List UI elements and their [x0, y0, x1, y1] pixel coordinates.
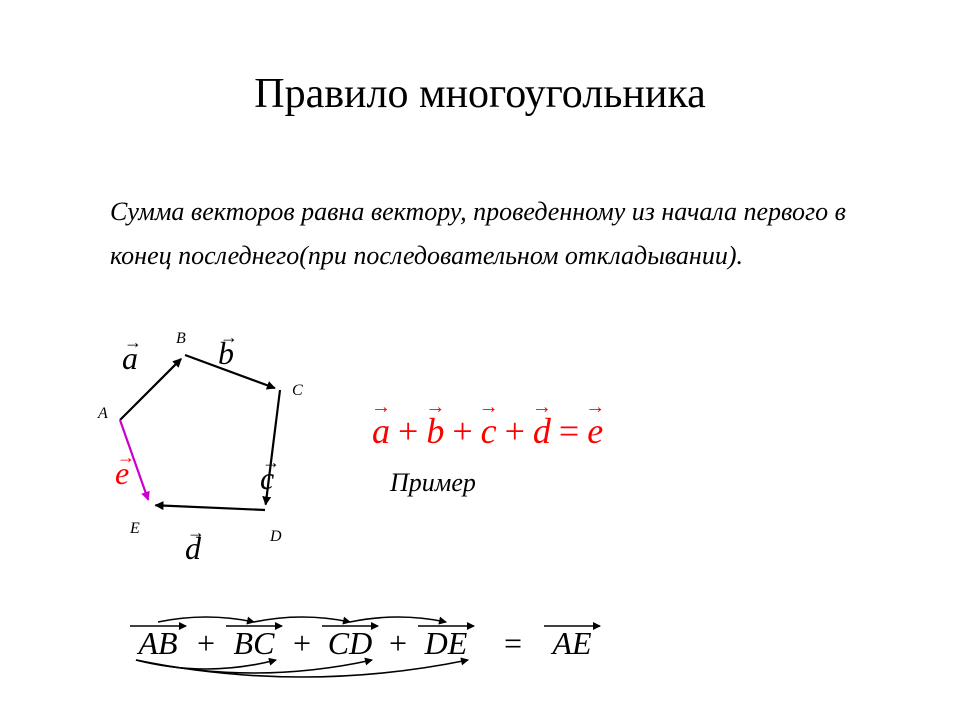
vertex-label-B: B — [176, 330, 186, 348]
vector-label-a: →a — [122, 340, 138, 377]
eq2-term-BC: BC — [234, 625, 276, 661]
eq2-op-plus: + — [197, 625, 215, 661]
arrow-over-icon: → — [262, 452, 280, 473]
equation-vectors: →a+→b+→c+→d=→e — [370, 410, 605, 452]
eq-term-b: →b — [424, 410, 446, 452]
equation-segments: AB + BC + CD + DE = AE — [110, 610, 670, 690]
eq2-term-DE: DE — [424, 625, 468, 661]
eq-op: + — [499, 410, 531, 452]
eq2-result: AE — [550, 625, 592, 661]
arc-below-3 — [136, 660, 468, 677]
vector-label-d: →d — [185, 530, 201, 567]
eq2-term-CD: CD — [328, 625, 372, 661]
arrow-over-icon: → — [220, 327, 238, 348]
equation-segments-svg: AB + BC + CD + DE = AE — [110, 610, 670, 700]
eq-term-e: →e — [585, 410, 605, 452]
vertex-label-E: E — [130, 520, 140, 538]
arrow-over-icon: → — [479, 396, 499, 419]
eq2-op-plus: + — [389, 625, 407, 661]
rule-text: Сумма векторов равна вектору, проведенно… — [110, 190, 850, 278]
arrow-over-icon: → — [532, 396, 552, 419]
arrow-over-icon: → — [187, 522, 205, 543]
vector-label-e: →e — [115, 455, 129, 492]
eq-term-c: →c — [479, 410, 499, 452]
eq-term-a: →a — [370, 410, 392, 452]
arrow-over-icon: → — [585, 396, 605, 419]
vertex-label-A: A — [98, 405, 108, 423]
vertex-label-C: C — [292, 382, 303, 400]
slide: Правило многоугольника Сумма векторов ра… — [0, 0, 960, 720]
eq-op: + — [392, 410, 424, 452]
example-label: Пример — [390, 468, 476, 498]
eq-term-d: →d — [531, 410, 553, 452]
arc-above-0 — [158, 617, 254, 622]
arc-above-1 — [254, 617, 350, 622]
vertex-label-D: D — [270, 528, 282, 546]
edge-d — [155, 505, 265, 510]
slide-title: Правило многоугольника — [0, 70, 960, 118]
eq-op: = — [553, 410, 585, 452]
vector-label-c: →c — [260, 460, 274, 497]
arrow-over-icon: → — [117, 447, 135, 468]
arc-above-2 — [350, 617, 446, 622]
eq2-op-plus: + — [293, 625, 311, 661]
eq-op: + — [446, 410, 478, 452]
eq2-op-eq: = — [504, 625, 522, 661]
eq2-term-AB: AB — [136, 625, 177, 661]
arrow-over-icon: → — [124, 332, 142, 353]
vector-label-b: →b — [218, 335, 234, 372]
arrow-over-icon: → — [425, 396, 445, 419]
arrow-over-icon: → — [371, 396, 391, 419]
